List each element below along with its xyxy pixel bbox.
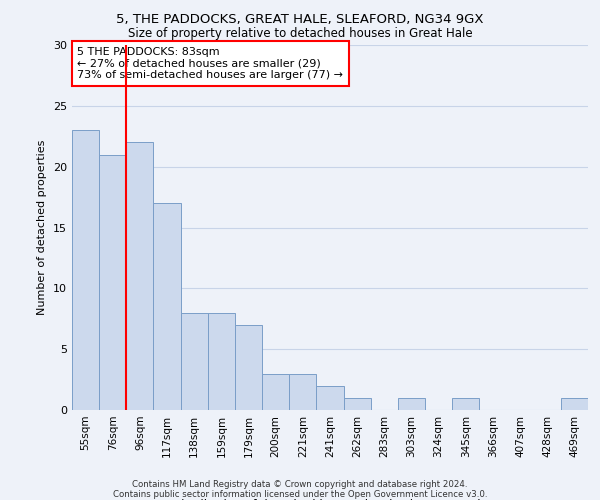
Text: Contains public sector information licensed under the Open Government Licence v3: Contains public sector information licen… — [113, 490, 487, 499]
Bar — [452, 398, 479, 410]
Y-axis label: Number of detached properties: Number of detached properties — [37, 140, 47, 315]
Bar — [235, 325, 262, 410]
Bar — [99, 154, 127, 410]
Bar — [208, 312, 235, 410]
Bar — [181, 312, 208, 410]
Text: Contains HM Land Registry data © Crown copyright and database right 2024.: Contains HM Land Registry data © Crown c… — [132, 480, 468, 489]
Bar — [561, 398, 588, 410]
Bar — [72, 130, 99, 410]
Bar — [344, 398, 371, 410]
Bar — [127, 142, 154, 410]
Bar — [262, 374, 289, 410]
Text: Size of property relative to detached houses in Great Hale: Size of property relative to detached ho… — [128, 28, 472, 40]
Text: 5 THE PADDOCKS: 83sqm
← 27% of detached houses are smaller (29)
73% of semi-deta: 5 THE PADDOCKS: 83sqm ← 27% of detached … — [77, 47, 343, 80]
Bar — [398, 398, 425, 410]
Text: 5, THE PADDOCKS, GREAT HALE, SLEAFORD, NG34 9GX: 5, THE PADDOCKS, GREAT HALE, SLEAFORD, N… — [116, 12, 484, 26]
Bar — [154, 203, 181, 410]
Bar — [316, 386, 344, 410]
Bar — [289, 374, 316, 410]
X-axis label: Distribution of detached houses by size in Great Hale: Distribution of detached houses by size … — [172, 498, 488, 500]
